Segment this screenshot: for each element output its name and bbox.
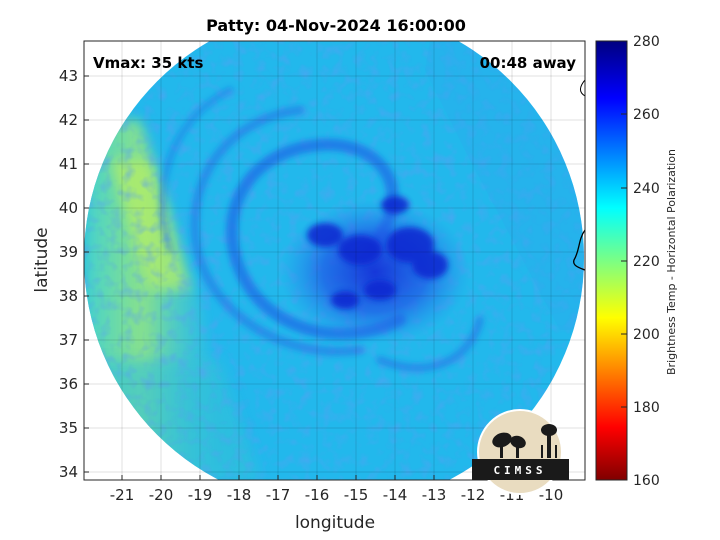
colorbar: 280 260 240 220 200 180 160 Brightness T… xyxy=(595,34,678,489)
colorbar-tick: 280 xyxy=(633,34,660,50)
colorbar-tick: 160 xyxy=(633,473,660,489)
y-tick-label: 35 xyxy=(59,419,78,437)
time-away-annotation: 00:48 away xyxy=(480,54,577,72)
y-tick-label: 37 xyxy=(59,331,78,349)
vmax-annotation: Vmax: 35 kts xyxy=(93,54,203,72)
coastline-north xyxy=(580,79,585,97)
grid xyxy=(84,41,585,480)
y-tick-label: 38 xyxy=(59,287,78,305)
spiral-bands xyxy=(159,86,484,372)
x-tick-label: -13 xyxy=(422,486,447,504)
x-tick-label: -15 xyxy=(344,486,369,504)
y-tick-label: 40 xyxy=(59,199,78,217)
axes-frame xyxy=(83,40,586,481)
x-tick-label: -17 xyxy=(266,486,291,504)
x-tick-label: -16 xyxy=(305,486,330,504)
x-tick-label: -14 xyxy=(383,486,408,504)
plot-area xyxy=(84,41,585,480)
y-axis-label: latitude xyxy=(32,227,52,292)
y-tick-label: 42 xyxy=(59,111,78,129)
coastline xyxy=(573,229,585,271)
x-tick-label: -18 xyxy=(227,486,252,504)
brightness-swath xyxy=(84,41,584,480)
y-tick-label: 34 xyxy=(59,463,78,481)
x-tick-label: -10 xyxy=(539,486,564,504)
cimss-logo: CIMSS xyxy=(472,409,569,495)
y-tick-label: 36 xyxy=(59,375,78,393)
logo-text: CIMSS xyxy=(493,464,546,477)
y-tick-label: 43 xyxy=(59,67,78,85)
y-tick-label: 41 xyxy=(59,155,78,173)
colorbar-label: Brightness Temp - Horizontal Polarizatio… xyxy=(665,149,678,375)
chart-title: Patty: 04-Nov-2024 16:00:00 xyxy=(206,16,466,35)
colorbar-tick: 180 xyxy=(633,400,660,416)
x-axis-label: longitude xyxy=(295,513,375,533)
x-tick-label: -20 xyxy=(149,486,174,504)
y-tick-label: 39 xyxy=(59,243,78,261)
colorbar-tick: 240 xyxy=(633,181,660,197)
colorbar-tick: 200 xyxy=(633,327,660,343)
colorbar-tick: 220 xyxy=(633,254,660,270)
x-tick-label: -19 xyxy=(188,486,213,504)
x-tick-label: -21 xyxy=(110,486,135,504)
x-tick-label: -12 xyxy=(461,486,486,504)
colorbar-tick: 260 xyxy=(633,107,660,123)
